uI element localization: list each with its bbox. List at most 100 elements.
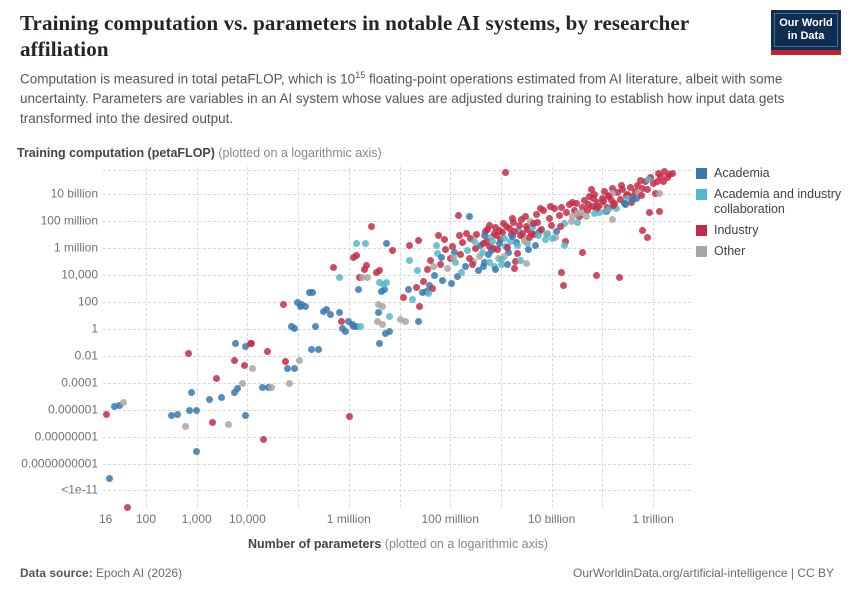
scatter-point[interactable]	[498, 228, 506, 236]
scatter-point[interactable]	[373, 318, 381, 326]
scatter-point[interactable]	[473, 231, 481, 238]
scatter-point[interactable]	[375, 266, 383, 274]
legend-item-academia-industry-collaboration[interactable]: Academia and industry collaboration	[696, 187, 848, 218]
scatter-point[interactable]	[531, 241, 539, 249]
scatter-point[interactable]	[519, 230, 527, 238]
scatter-point[interactable]	[583, 206, 591, 214]
scatter-point[interactable]	[360, 265, 368, 273]
scatter-point[interactable]	[543, 230, 551, 238]
scatter-point[interactable]	[374, 300, 382, 308]
scatter-point[interactable]	[483, 225, 491, 233]
scatter-point[interactable]	[516, 257, 524, 265]
scatter-point[interactable]	[573, 199, 581, 207]
scatter-point[interactable]	[440, 236, 448, 244]
scatter-point[interactable]	[414, 317, 422, 325]
scatter-point[interactable]	[280, 301, 288, 309]
scatter-point[interactable]	[412, 283, 420, 291]
scatter-point[interactable]	[242, 342, 250, 350]
scatter-point[interactable]	[282, 358, 290, 366]
scatter-point[interactable]	[574, 218, 582, 226]
scatter-point[interactable]	[535, 232, 543, 240]
scatter-point[interactable]	[593, 198, 601, 206]
scatter-point[interactable]	[335, 309, 343, 317]
scatter-point[interactable]	[423, 266, 431, 274]
scatter-point[interactable]	[234, 385, 242, 393]
scatter-point[interactable]	[355, 286, 363, 294]
scatter-point[interactable]	[655, 207, 663, 215]
scatter-point[interactable]	[309, 289, 317, 297]
scatter-point[interactable]	[461, 263, 469, 271]
scatter-point[interactable]	[406, 256, 414, 264]
scatter-point[interactable]	[396, 315, 404, 323]
scatter-point[interactable]	[651, 189, 659, 197]
scatter-point[interactable]	[382, 329, 390, 337]
scatter-point[interactable]	[581, 197, 589, 205]
scatter-point[interactable]	[609, 201, 617, 209]
scatter-point[interactable]	[474, 267, 482, 275]
scatter-point[interactable]	[520, 233, 528, 241]
scatter-point[interactable]	[608, 185, 616, 193]
scatter-point[interactable]	[510, 218, 518, 226]
scatter-point[interactable]	[531, 231, 539, 238]
scatter-point[interactable]	[400, 294, 408, 302]
scatter-point[interactable]	[363, 273, 371, 281]
scatter-point[interactable]	[639, 185, 647, 193]
scatter-point[interactable]	[441, 245, 449, 253]
scatter-point[interactable]	[561, 241, 569, 249]
scatter-point[interactable]	[231, 339, 239, 347]
scatter-point[interactable]	[476, 252, 484, 260]
scatter-point[interactable]	[471, 237, 479, 245]
scatter-point[interactable]	[510, 264, 518, 272]
scatter-point[interactable]	[353, 251, 361, 259]
scatter-point[interactable]	[488, 247, 496, 255]
scatter-point[interactable]	[624, 194, 632, 202]
scatter-point[interactable]	[655, 189, 663, 197]
scatter-point[interactable]	[436, 260, 444, 268]
scatter-point[interactable]	[284, 364, 292, 372]
scatter-point[interactable]	[569, 212, 577, 220]
scatter-point[interactable]	[449, 243, 457, 251]
scatter-point[interactable]	[663, 174, 671, 182]
scatter-point[interactable]	[425, 290, 433, 298]
scatter-point[interactable]	[616, 195, 624, 203]
scatter-point[interactable]	[320, 307, 328, 315]
scatter-point[interactable]	[239, 379, 247, 387]
scatter-point[interactable]	[590, 210, 598, 218]
scatter-point[interactable]	[529, 223, 537, 231]
scatter-point[interactable]	[649, 179, 657, 187]
scatter-point[interactable]	[379, 320, 387, 328]
scatter-point[interactable]	[258, 384, 266, 392]
scatter-point[interactable]	[386, 313, 394, 321]
scatter-point[interactable]	[389, 247, 397, 255]
scatter-point[interactable]	[588, 202, 596, 210]
scatter-point[interactable]	[509, 233, 517, 241]
scatter-point[interactable]	[508, 214, 516, 222]
scatter-point[interactable]	[552, 233, 560, 241]
scatter-point[interactable]	[314, 346, 322, 354]
scatter-point[interactable]	[456, 251, 464, 259]
scatter-point[interactable]	[515, 226, 523, 234]
scatter-point[interactable]	[532, 210, 540, 218]
scatter-point[interactable]	[492, 224, 500, 232]
scatter-point[interactable]	[526, 234, 534, 242]
scatter-point[interactable]	[479, 240, 487, 248]
scatter-point[interactable]	[493, 245, 501, 253]
scatter-point[interactable]	[524, 226, 532, 234]
scatter-point[interactable]	[115, 402, 123, 410]
scatter-point[interactable]	[263, 347, 271, 355]
scatter-point[interactable]	[612, 205, 620, 213]
scatter-point[interactable]	[589, 195, 597, 203]
scatter-point[interactable]	[335, 274, 343, 282]
scatter-point[interactable]	[478, 248, 486, 256]
scatter-point[interactable]	[575, 213, 583, 221]
scatter-point[interactable]	[555, 212, 563, 220]
scatter-point[interactable]	[511, 227, 519, 235]
scatter-point[interactable]	[604, 192, 612, 200]
scatter-point[interactable]	[596, 209, 604, 217]
scatter-point[interactable]	[312, 323, 320, 331]
scatter-point[interactable]	[466, 235, 474, 243]
scatter-point[interactable]	[502, 168, 510, 176]
scatter-point[interactable]	[213, 374, 221, 382]
scatter-point[interactable]	[527, 229, 535, 237]
scatter-point[interactable]	[601, 187, 609, 195]
